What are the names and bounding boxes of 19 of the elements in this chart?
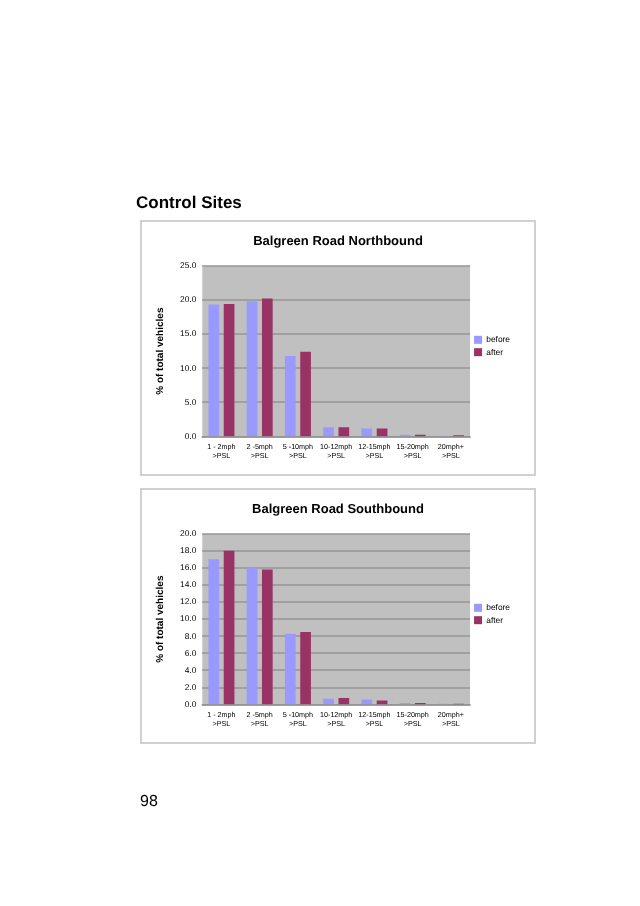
bar — [323, 427, 334, 437]
bar — [261, 569, 273, 705]
bar — [323, 698, 334, 705]
bar — [208, 304, 220, 437]
bar — [246, 301, 258, 437]
bar — [338, 427, 350, 437]
bar — [300, 351, 311, 437]
bar — [261, 298, 273, 437]
text: 98 — [140, 792, 160, 810]
bar — [223, 303, 235, 437]
bar — [284, 633, 296, 705]
bar — [208, 559, 220, 705]
bar — [246, 567, 258, 705]
bar — [284, 355, 296, 437]
bar — [223, 550, 235, 705]
text: Control Sites — [136, 192, 244, 212]
bar — [300, 631, 311, 705]
bar — [361, 428, 373, 437]
bar — [338, 697, 350, 705]
